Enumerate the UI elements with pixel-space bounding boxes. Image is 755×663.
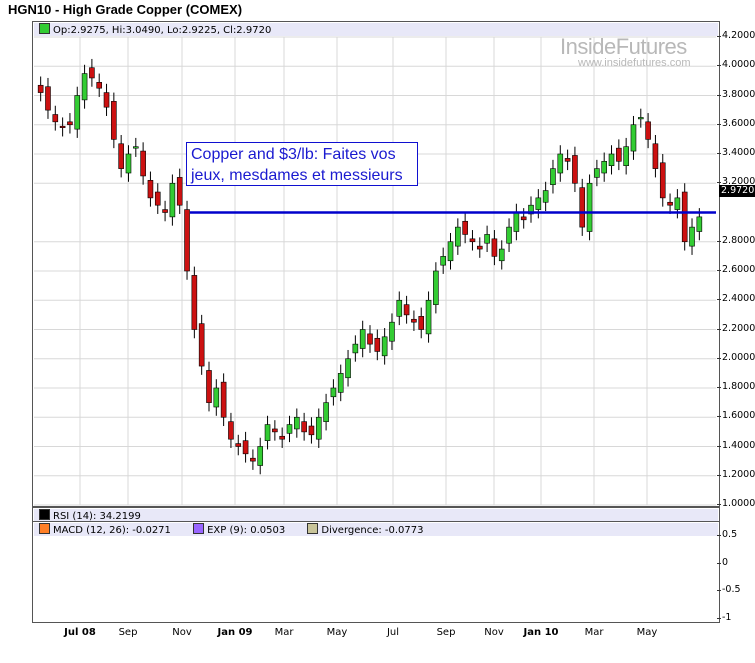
macd-tick-label: -0.5 <box>717 584 741 596</box>
rsi-panel: RSI (14): 34.2199 <box>32 507 720 523</box>
price-tick-label: 3.6000 <box>716 117 755 129</box>
chart-annotation: Copper and $3/lb: Faites vos jeux, mesda… <box>186 142 418 186</box>
macd-legend: MACD (12, 26): -0.0271 EXP (9): 0.0503 D… <box>34 523 718 536</box>
x-tick-label: Jul <box>386 627 400 638</box>
price-tick-label: 2.4000 <box>716 293 755 305</box>
rsi-body <box>32 507 718 521</box>
price-tick-label: 1.2000 <box>716 468 755 480</box>
x-tick-label: Sep <box>436 627 456 638</box>
macd-legend-macd: MACD (12, 26): -0.0271 <box>53 525 171 536</box>
price-tick-label: 2.8000 <box>716 234 755 246</box>
price-legend: Op:2.9275, Hi:3.0490, Lo:2.9225, Cl:2.97… <box>34 23 718 36</box>
rsi-legend-swatch <box>39 509 50 520</box>
rsi-legend: RSI (14): 34.2199 <box>34 509 718 522</box>
price-panel: Op:2.9275, Hi:3.0490, Lo:2.9225, Cl:2.97… <box>32 21 720 507</box>
last-price-label: 2.9720 <box>719 185 755 197</box>
macd-tick-label: -1 <box>716 612 732 623</box>
price-tick-label: 4.2000 <box>716 30 755 41</box>
price-tick-label: 2.6000 <box>716 264 755 275</box>
exp-legend-swatch <box>193 523 205 534</box>
macd-panel: MACD (12, 26): -0.0271 EXP (9): 0.0503 D… <box>32 521 720 623</box>
macd-tick-label: 0 <box>716 556 729 568</box>
price-tick-label: 1.6000 <box>716 410 755 422</box>
macd-tick-label: 0.5 <box>716 529 738 540</box>
price-tick-label: 3.4000 <box>716 147 755 158</box>
macd-legend-exp: EXP (9): 0.0503 <box>207 525 286 536</box>
price-tick-label: 1.4000 <box>716 439 755 451</box>
chart-title: HGN10 - High Grade Copper (COMEX) <box>8 2 243 17</box>
macd-legend-div: Divergence: -0.0773 <box>321 525 424 536</box>
x-tick-label: Jan 10 <box>523 627 559 638</box>
price-tick-label: 1.0000 <box>716 498 755 509</box>
x-tick-label: Jan 09 <box>217 627 253 638</box>
price-legend-text: Op:2.9275, Hi:3.0490, Lo:2.9225, Cl:2.97… <box>53 25 272 36</box>
div-legend-swatch <box>307 523 319 534</box>
insidefutures-logo: InsideFutures <box>560 34 687 59</box>
price-tick-label: 3.8000 <box>716 88 755 100</box>
price-legend-swatch <box>39 23 50 34</box>
x-tick-label: May <box>636 627 658 638</box>
x-tick-label: Mar <box>584 627 604 638</box>
x-tick-label: Nov <box>172 627 192 638</box>
price-tick-label: 1.8000 <box>716 381 755 392</box>
x-tick-label: Jul 08 <box>64 627 96 638</box>
x-tick-label: Mar <box>274 627 294 638</box>
x-tick-label: Sep <box>118 627 138 638</box>
insidefutures-url: www.insidefutures.com <box>578 57 691 69</box>
price-tick-label: 4.0000 <box>716 59 755 71</box>
price-tick-label: 3.2000 <box>716 176 755 188</box>
x-tick-label: Nov <box>484 627 504 638</box>
macd-legend-swatch <box>39 523 50 534</box>
price-tick-label: 2.0000 <box>716 351 755 363</box>
price-tick-label: 2.2000 <box>716 322 755 334</box>
rsi-legend-text: RSI (14): 34.2199 <box>53 511 141 522</box>
x-tick-label: May <box>326 627 348 638</box>
